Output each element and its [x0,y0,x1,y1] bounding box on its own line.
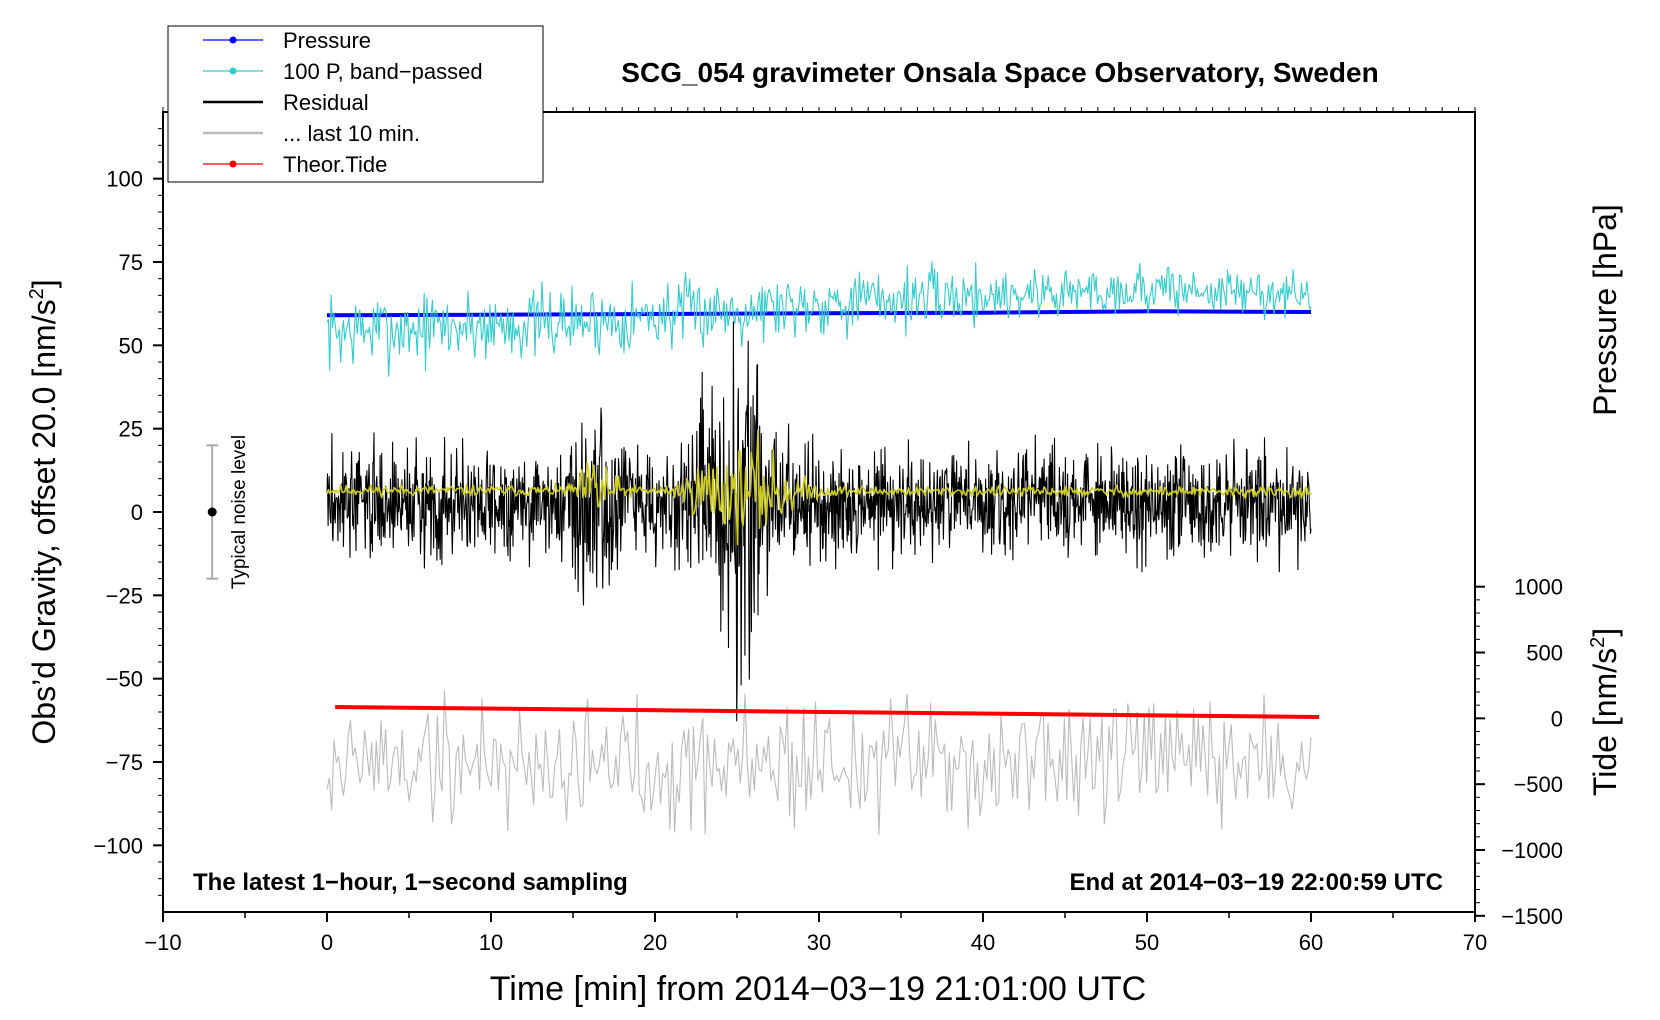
legend-swatch-marker [229,160,237,168]
y-tick-label: −25 [106,583,143,608]
series-layer [326,261,1320,836]
legend-label: Residual [283,90,369,115]
tide-tick-label: −1500 [1501,904,1563,929]
y-tick-label: 50 [119,333,143,358]
tide-tick-label: −1000 [1501,838,1563,863]
y-axis-label-exponent: 2 [26,288,48,299]
legend-label: 100 P, band−passed [283,59,483,84]
x-tick-label: 50 [1135,930,1159,955]
y-axis-label-main: Obs’d Gravity, offset 20.0 [nm/s [26,299,62,744]
legend-box [167,25,544,183]
series-line-residual [326,321,1312,722]
y-tick-label: −75 [106,750,143,775]
series-line-100-p-band-passed [326,261,1312,377]
y-tick-label: −100 [93,833,143,858]
tide-tick-label: 0 [1551,706,1563,731]
series-line-pressure [326,309,1312,318]
y-axis-label-end: ] [26,279,62,288]
tide-axis-label-main: Tide [nm/s [1587,648,1623,796]
noise-level-label: Typical noise level [229,435,250,589]
tide-axis-label-exponent: 2 [1587,637,1609,648]
tide-axis-label-end: ] [1587,628,1623,637]
x-tick-label: 40 [971,930,995,955]
legend-swatch-marker [229,67,237,75]
x-tick-label: 70 [1463,930,1487,955]
y-tick-label: 100 [106,167,143,192]
tide-axis-ticks: −1500 −1000 −500 0 500 1000 [1475,575,1563,929]
legend: Pressure 100 P, band−passed Residual ... la… [167,25,544,183]
chart-title: SCG_054 gravimeter Onsala Space Observat… [621,57,1378,88]
noise-level-indicator [206,444,219,580]
sampling-note: The latest 1−hour, 1−second sampling [193,869,628,896]
series-line-residual-filtered [326,429,1312,546]
y-tick-label: 25 [119,417,143,442]
y-tick-label: 0 [131,500,143,525]
tide-tick-label: 500 [1526,641,1563,666]
legend-label: ... last 10 min. [283,121,420,146]
x-axis-label: Time [min] from 2014−03−19 21:01:00 UTC [490,970,1146,1008]
x-tick-label: 0 [321,930,333,955]
series-line-last-10-min [326,690,1312,836]
tide-tick-label: −500 [1513,772,1563,797]
x-tick-label: 20 [643,930,667,955]
x-tick-label: 30 [807,930,831,955]
y-tick-label: −50 [106,667,143,692]
y-axis-ticks: −100 −75 −50 −25 0 25 50 75 100 [93,128,163,896]
legend-items: Pressure 100 P, band−passed Residual ... la… [203,28,483,177]
y-tick-label: 75 [119,250,143,275]
end-time-note: End at 2014−03−19 22:00:59 UTC [1069,869,1443,896]
series-line-theor-tide [335,705,1320,719]
tide-axis-label: Tide [nm/s2] [1587,628,1623,796]
tide-tick-label: 1000 [1514,575,1563,600]
legend-swatch-marker [229,36,237,44]
legend-label: Pressure [283,28,371,53]
y-axis-label: Obs’d Gravity, offset 20.0 [nm/s2] [26,279,62,744]
x-tick-label: −10 [144,930,181,955]
legend-label: Theor.Tide [283,152,387,177]
noise-bar-center-dot [207,507,217,517]
x-axis-ticks: −10 0 10 20 30 40 50 60 70 [144,107,1487,955]
pressure-axis-label: Pressure [hPa] [1587,204,1623,416]
x-tick-label: 10 [479,930,503,955]
x-tick-label: 60 [1299,930,1323,955]
